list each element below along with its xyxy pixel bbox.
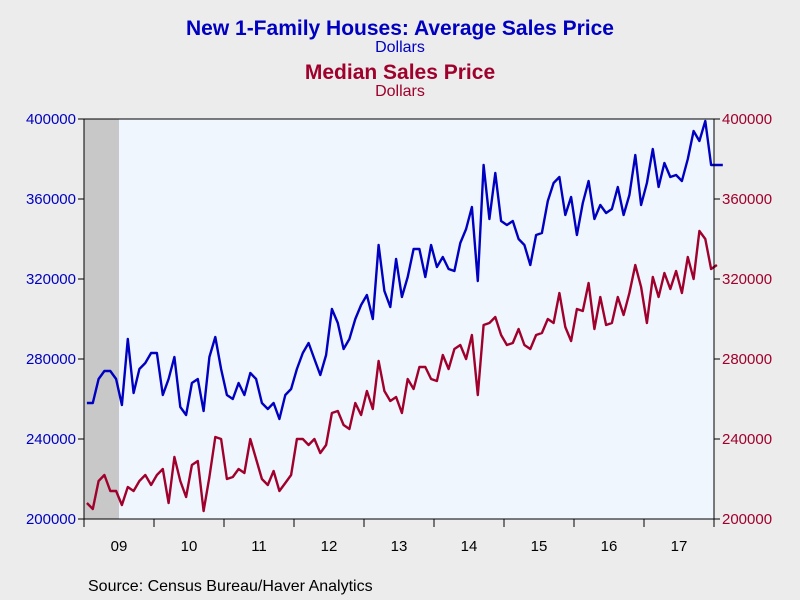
x-tick-label: 11 bbox=[251, 538, 267, 555]
right-y-tick-label: 400000 bbox=[722, 111, 772, 128]
source-note: Source: Census Bureau/Haver Analytics bbox=[88, 578, 373, 595]
plot-frame bbox=[83, 118, 715, 520]
left-y-tick-label: 360000 bbox=[26, 191, 76, 208]
x-tick-label: 13 bbox=[391, 538, 408, 555]
right-y-tick-label: 240000 bbox=[722, 431, 772, 448]
right-y-tick-label: 280000 bbox=[722, 351, 772, 368]
left-y-tick-label: 240000 bbox=[26, 431, 76, 448]
chart-title-units: Dollars bbox=[375, 39, 425, 56]
median-price-line bbox=[86, 229, 718, 513]
left-y-tick-label: 200000 bbox=[26, 511, 76, 528]
right-y-tick-label: 360000 bbox=[722, 191, 772, 208]
x-tick-label: 17 bbox=[671, 538, 688, 555]
x-tick-label: 09 bbox=[111, 538, 128, 555]
x-tick-label: 15 bbox=[531, 538, 548, 555]
left-y-tick-label: 400000 bbox=[26, 111, 76, 128]
x-tick-label: 16 bbox=[601, 538, 618, 555]
chart-subtitle: Median Sales Price bbox=[304, 61, 496, 84]
x-tick-label: 10 bbox=[181, 538, 198, 555]
x-tick-label: 12 bbox=[321, 538, 338, 555]
left-y-tick-label: 320000 bbox=[26, 271, 76, 288]
right-y-tick-label: 320000 bbox=[722, 271, 772, 288]
plot-area bbox=[84, 119, 714, 519]
title-block: New 1-Family Houses: Average Sales Price… bbox=[0, 18, 800, 100]
x-tick-label: 14 bbox=[461, 538, 478, 555]
right-y-tick-label: 200000 bbox=[722, 511, 772, 528]
average-price-line bbox=[86, 119, 723, 421]
chart-title: New 1-Family Houses: Average Sales Price bbox=[186, 17, 614, 40]
chart-subtitle-units: Dollars bbox=[375, 83, 425, 100]
recession-shading bbox=[84, 119, 119, 519]
left-y-tick-label: 280000 bbox=[26, 351, 76, 368]
